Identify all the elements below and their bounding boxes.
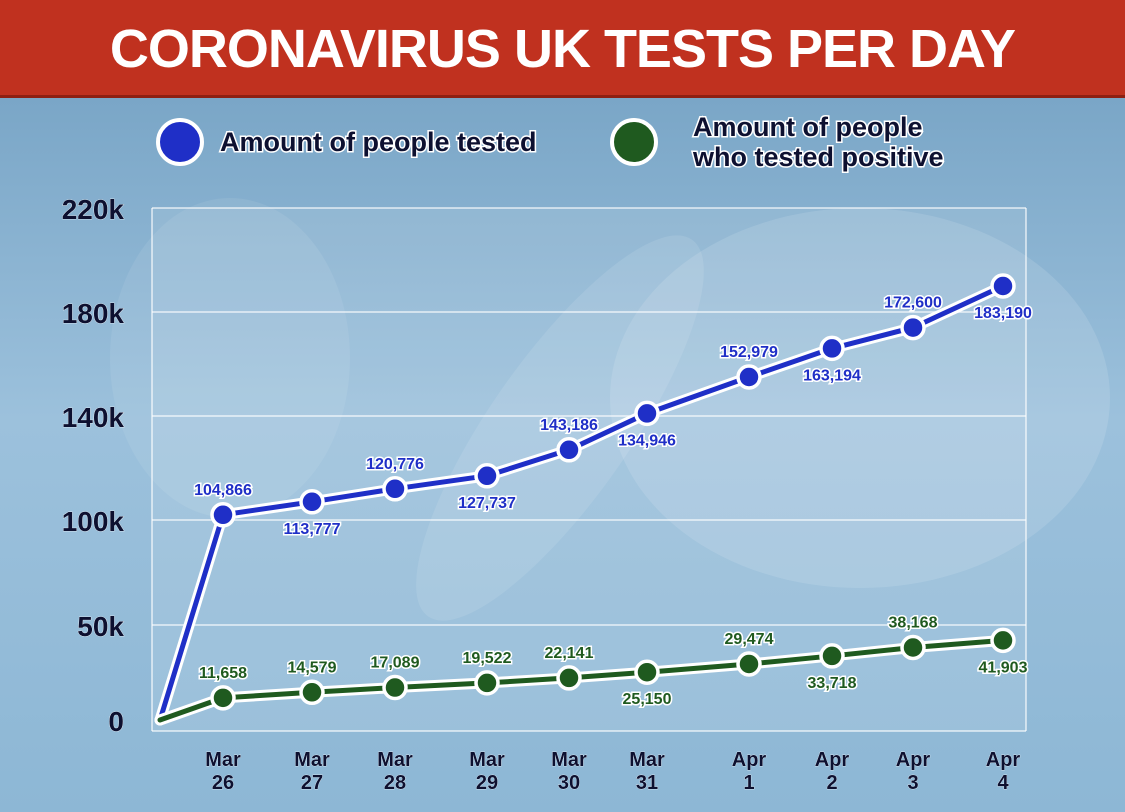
data-label: 134,946 — [618, 432, 676, 449]
plot-area — [152, 208, 1026, 731]
x-tick-label-day: 1 — [743, 772, 754, 794]
data-point — [819, 643, 845, 669]
y-tick-label: 50k — [77, 611, 124, 642]
legend-label-positive-line2: who tested positive — [692, 142, 944, 172]
y-tick-label: 0 — [108, 706, 124, 737]
x-tick-label-day: 29 — [476, 772, 498, 794]
data-point — [819, 335, 845, 362]
data-point — [382, 476, 408, 502]
background-photo-silhouette — [110, 198, 1110, 621]
data-point — [299, 489, 325, 515]
gridlines — [151, 207, 1027, 732]
x-tick-label-month: Mar — [629, 749, 665, 771]
x-tick-label-month: Mar — [551, 749, 587, 771]
data-point — [474, 463, 500, 489]
data-label: 38,168 — [889, 614, 938, 631]
data-label: 14,579 — [288, 659, 337, 676]
data-point — [634, 659, 660, 685]
data-point — [299, 679, 325, 706]
data-point — [474, 670, 500, 696]
x-tick-label-month: Apr — [732, 749, 767, 771]
data-point — [556, 665, 582, 691]
data-label: 172,600 — [884, 295, 942, 312]
data-labels: 104,866 113,777 120,776 127,737 143,186 134,9… — [193, 293, 1034, 710]
x-axis: Mar26Mar27Mar28Mar29Mar30Mar31Apr1Apr2Ap… — [205, 749, 1021, 795]
data-label: 22,141 — [545, 645, 594, 662]
x-tick-label-day: 2 — [826, 772, 837, 794]
data-point — [900, 314, 926, 341]
data-point — [736, 651, 762, 677]
data-label: 143,186 — [540, 417, 598, 434]
data-label: 104,866 — [194, 482, 252, 499]
data-label: 127,737 — [458, 495, 516, 512]
title-banner: CORONAVIRUS UK TESTS PER DAY — [0, 0, 1125, 98]
x-tick-label-day: 4 — [997, 772, 1009, 794]
x-tick-label-month: Mar — [294, 749, 330, 771]
x-tick-label-month: Mar — [377, 749, 413, 771]
x-tick-label-month: Apr — [896, 749, 931, 771]
x-tick-label-day: 30 — [558, 772, 580, 794]
data-point — [736, 364, 762, 390]
x-tick-label-day: 26 — [212, 772, 234, 794]
data-label: 120,776 — [366, 456, 424, 473]
legend-marker-tested — [156, 118, 204, 166]
data-point — [382, 674, 408, 701]
data-label: 163,194 — [803, 367, 861, 384]
x-tick-label-month: Apr — [815, 749, 850, 771]
data-point — [990, 627, 1016, 654]
data-label: 41,903 — [979, 659, 1028, 676]
y-tick-label: 220k — [62, 194, 125, 225]
data-label: 17,089 — [371, 655, 420, 672]
data-label: 25,150 — [623, 691, 672, 708]
data-label: 152,979 — [720, 344, 778, 361]
x-tick-label-day: 27 — [301, 772, 323, 794]
data-label: 29,474 — [725, 631, 774, 648]
legend-label-tested: Amount of people tested — [220, 127, 537, 157]
data-point — [900, 634, 926, 661]
legend-marker-positive — [610, 118, 658, 166]
y-axis: 0 50k 100k 140k 180k 220k — [61, 194, 125, 738]
x-tick-label-day: 28 — [384, 772, 406, 794]
x-tick-label-day: 31 — [636, 772, 658, 794]
chart-panel: 0 50k 100k 140k 180k 220k Mar 26 Mar 27 Mar 28 Mar 2… — [0, 98, 1125, 812]
x-tick-label-month: Mar — [469, 749, 505, 771]
y-tick-label: 100k — [62, 506, 125, 537]
data-point — [990, 273, 1016, 299]
chart-title: CORONAVIRUS UK TESTS PER DAY — [109, 19, 1016, 79]
data-point — [556, 437, 582, 463]
series-points — [210, 273, 1016, 711]
data-label: 183,190 — [974, 305, 1032, 322]
data-label: 33,718 — [808, 675, 857, 692]
data-label: 113,777 — [284, 521, 341, 538]
x-tick-label-day: 3 — [907, 772, 918, 794]
legend: Amount of people tested Amount of peoplew… — [156, 111, 945, 174]
y-tick-label: 140k — [62, 402, 125, 433]
x-tick-label-month: Apr — [986, 749, 1021, 771]
data-point — [210, 502, 236, 528]
data-point — [210, 685, 236, 711]
data-label: 19,522 — [463, 650, 512, 667]
x-tick-label-month: Mar — [205, 749, 241, 771]
data-point — [634, 400, 660, 427]
legend-label-positive-line1: Amount of people — [693, 112, 922, 142]
y-tick-label: 180k — [62, 298, 125, 329]
data-label: 11,658 — [199, 665, 247, 682]
